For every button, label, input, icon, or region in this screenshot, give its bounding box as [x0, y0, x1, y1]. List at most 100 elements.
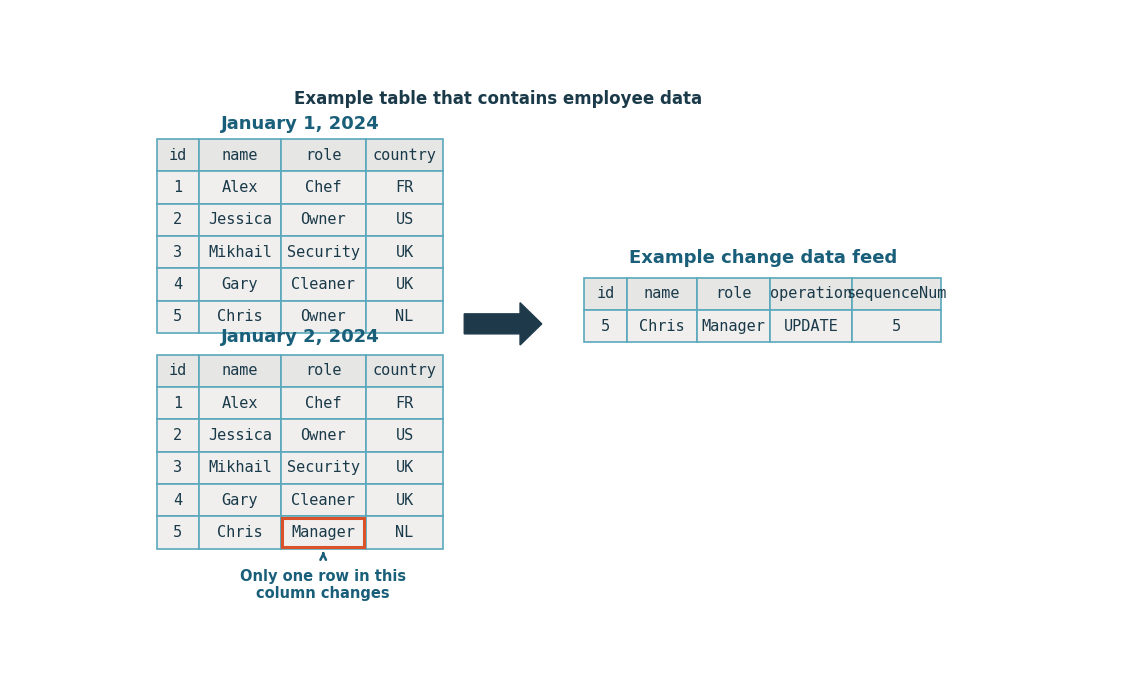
Text: name: name — [221, 148, 258, 163]
Bar — [156, 516, 200, 549]
Bar — [156, 451, 200, 484]
Bar — [628, 278, 697, 310]
Bar — [366, 204, 444, 236]
Text: Gary: Gary — [221, 492, 258, 508]
Text: UK: UK — [396, 277, 414, 292]
Text: id: id — [169, 148, 187, 163]
Bar — [156, 387, 200, 419]
Text: role: role — [305, 363, 341, 378]
Text: NL: NL — [396, 309, 414, 324]
Bar — [156, 204, 200, 236]
Bar — [281, 236, 366, 268]
Text: name: name — [644, 287, 680, 302]
Text: January 1, 2024: January 1, 2024 — [220, 115, 379, 133]
Text: Chris: Chris — [639, 319, 685, 334]
Bar — [200, 355, 281, 387]
Text: Owner: Owner — [300, 428, 346, 443]
Text: role: role — [715, 287, 752, 302]
Bar — [200, 387, 281, 419]
Bar — [200, 484, 281, 516]
Bar — [156, 301, 200, 333]
Bar — [281, 301, 366, 333]
Bar — [366, 419, 444, 451]
Text: 3: 3 — [173, 460, 183, 475]
Bar — [770, 278, 851, 310]
Text: Example table that contains employee data: Example table that contains employee dat… — [293, 90, 702, 108]
Text: Alex: Alex — [221, 395, 258, 410]
Text: Chris: Chris — [217, 309, 262, 324]
Bar — [281, 355, 366, 387]
Text: 3: 3 — [173, 245, 183, 260]
Bar — [156, 419, 200, 451]
Bar — [281, 419, 366, 451]
Bar — [366, 484, 444, 516]
Bar — [697, 278, 770, 310]
Text: operation: operation — [770, 287, 852, 302]
Text: Chris: Chris — [217, 525, 262, 540]
Bar — [366, 268, 444, 301]
Bar — [281, 172, 366, 204]
Text: Mikhail: Mikhail — [208, 245, 272, 260]
Text: 1: 1 — [173, 180, 183, 195]
Text: 4: 4 — [173, 277, 183, 292]
Text: Chef: Chef — [305, 395, 341, 410]
Bar — [281, 139, 366, 172]
Text: name: name — [221, 363, 258, 378]
Bar — [200, 451, 281, 484]
Text: Chef: Chef — [305, 180, 341, 195]
Bar — [281, 204, 366, 236]
Bar — [200, 268, 281, 301]
Text: country: country — [373, 363, 437, 378]
Bar — [200, 204, 281, 236]
Bar — [200, 172, 281, 204]
Bar — [851, 310, 941, 342]
Bar — [200, 516, 281, 549]
Text: UPDATE: UPDATE — [784, 319, 839, 334]
Text: UK: UK — [396, 492, 414, 508]
Text: Cleaner: Cleaner — [291, 277, 355, 292]
Bar — [770, 310, 851, 342]
Bar — [156, 139, 200, 172]
Text: id: id — [597, 287, 615, 302]
Text: Cleaner: Cleaner — [291, 492, 355, 508]
Bar — [200, 139, 281, 172]
Bar — [366, 516, 444, 549]
Bar — [281, 484, 366, 516]
Bar — [366, 236, 444, 268]
Text: UK: UK — [396, 245, 414, 260]
Text: NL: NL — [396, 525, 414, 540]
Bar — [282, 518, 364, 547]
Text: 5: 5 — [601, 319, 610, 334]
Bar — [281, 268, 366, 301]
Text: 5: 5 — [892, 319, 901, 334]
Bar — [366, 451, 444, 484]
Text: Security: Security — [286, 460, 359, 475]
Text: Manager: Manager — [702, 319, 766, 334]
Text: UK: UK — [396, 460, 414, 475]
Bar — [366, 301, 444, 333]
Text: country: country — [373, 148, 437, 163]
Text: Alex: Alex — [221, 180, 258, 195]
Bar — [200, 419, 281, 451]
Text: FR: FR — [396, 180, 414, 195]
Bar — [366, 172, 444, 204]
Bar — [366, 355, 444, 387]
Text: 2: 2 — [173, 428, 183, 443]
Bar — [628, 310, 697, 342]
Text: Manager: Manager — [291, 525, 355, 540]
Bar — [156, 484, 200, 516]
Text: 5: 5 — [173, 525, 183, 540]
Text: id: id — [169, 363, 187, 378]
Bar — [851, 278, 941, 310]
Bar — [281, 387, 366, 419]
Text: Mikhail: Mikhail — [208, 460, 272, 475]
Bar — [366, 139, 444, 172]
Text: January 2, 2024: January 2, 2024 — [220, 328, 379, 346]
Text: 5: 5 — [173, 309, 183, 324]
Bar — [156, 355, 200, 387]
Text: Security: Security — [286, 245, 359, 260]
Bar — [584, 310, 628, 342]
Bar — [584, 278, 628, 310]
Text: Jessica: Jessica — [208, 213, 272, 227]
Bar — [156, 236, 200, 268]
